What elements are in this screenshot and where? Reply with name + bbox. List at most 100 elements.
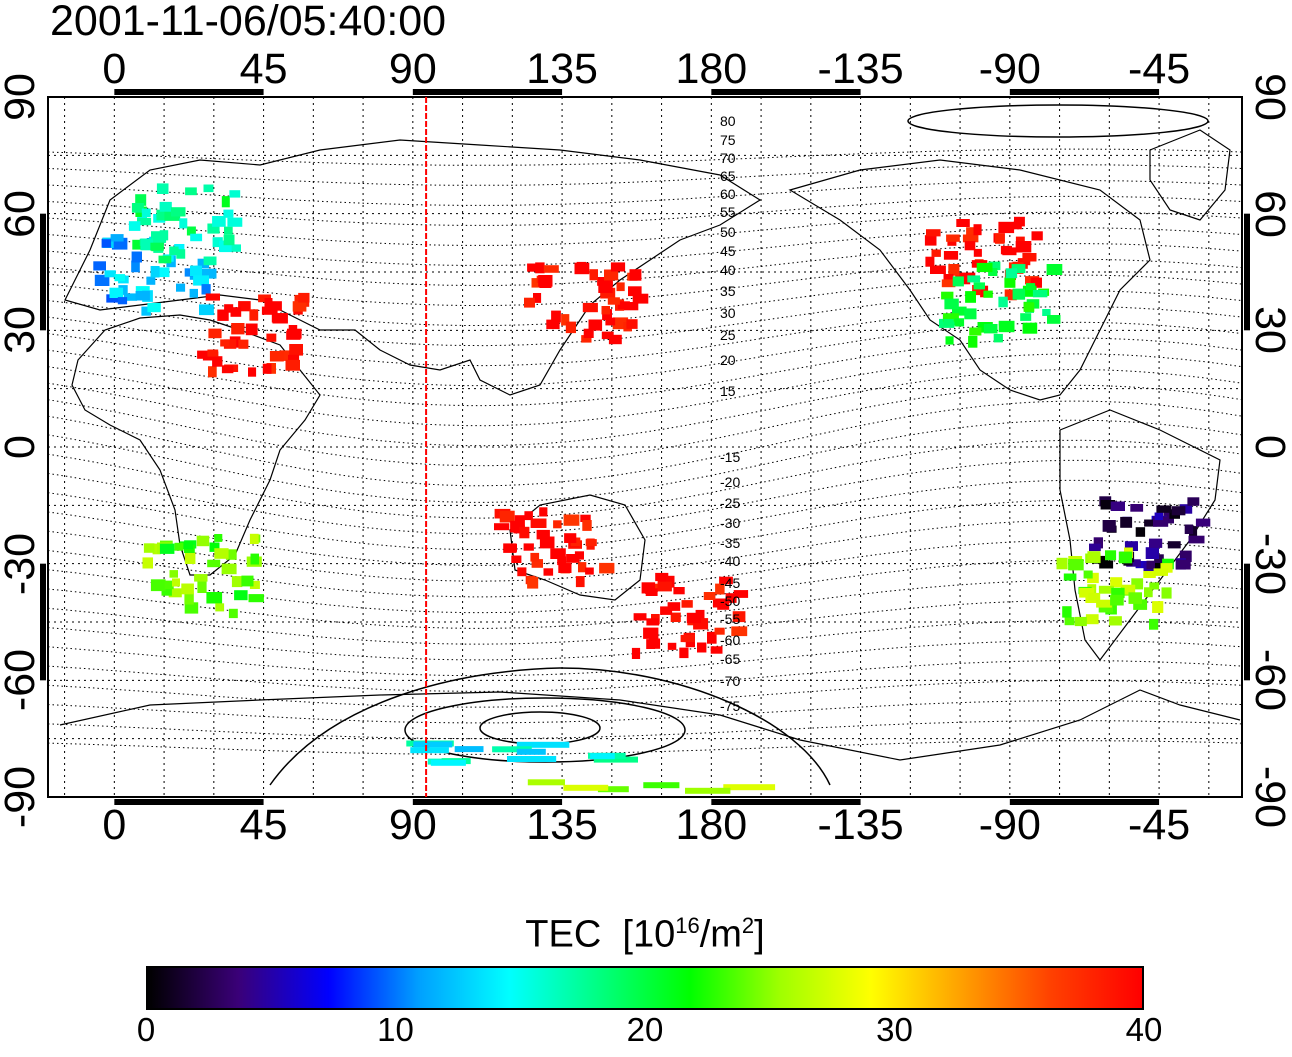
tec-observation — [106, 294, 122, 303]
tec-observation — [1143, 571, 1156, 578]
tec-observation — [965, 291, 976, 303]
tec-observation — [1121, 584, 1136, 595]
tec-observation — [159, 201, 172, 212]
tec-observation — [159, 230, 169, 241]
tec-observation — [141, 208, 151, 218]
tec-observation — [248, 367, 257, 377]
tec-observation — [536, 529, 550, 540]
tec-observation — [645, 588, 658, 596]
tec-observation — [601, 331, 614, 340]
tec-observation — [1152, 601, 1164, 613]
tec-observation — [983, 290, 993, 298]
tec-observation — [93, 261, 106, 271]
frame-tick-bar-bottom — [1009, 799, 1160, 805]
tec-observation — [208, 328, 222, 339]
magnetic-latitude-label: 80 — [720, 113, 736, 129]
tec-observation — [667, 642, 677, 650]
tec-observation — [655, 572, 669, 582]
tec-observation — [231, 323, 245, 335]
colorbar-tick-label: 20 — [626, 1011, 664, 1048]
tec-observation — [1110, 501, 1125, 511]
tec-observation — [930, 265, 946, 274]
tec-observation — [511, 555, 522, 563]
tec-observation — [714, 627, 725, 635]
tec-observation — [197, 581, 207, 593]
tec-observation — [1179, 550, 1192, 562]
tec-observation — [1012, 288, 1026, 300]
tec-observation — [159, 543, 175, 554]
tec-observation — [995, 233, 1005, 244]
tec-observation — [1110, 577, 1123, 588]
colorbar-unit-mid: /m — [699, 913, 742, 956]
tec-observation — [135, 194, 147, 206]
magnetic-latitude-label: 25 — [720, 327, 736, 343]
tec-observation — [221, 563, 237, 575]
lon-tick-label-top: -45 — [1128, 45, 1191, 93]
tec-observation — [1087, 572, 1099, 584]
tec-observation — [223, 339, 237, 349]
tec-observation — [413, 741, 453, 748]
magnetic-latitude-label: -70 — [720, 673, 740, 689]
tec-observation — [227, 217, 243, 227]
lon-tick-label-top: 0 — [102, 45, 127, 93]
tec-observation — [185, 187, 197, 196]
lon-tick-label-bottom: 90 — [388, 801, 437, 849]
colorbar-quantity: TEC — [525, 913, 602, 956]
tec-observation — [685, 787, 731, 794]
frame-tick-bar-left — [40, 213, 46, 331]
tec-observation — [214, 534, 223, 542]
magnetic-latitude-label: -60 — [720, 632, 740, 648]
tec-observation — [988, 268, 998, 276]
tec-observation — [1013, 220, 1022, 230]
tec-observation — [1102, 520, 1116, 532]
tec-observation — [245, 323, 258, 336]
tec-observation — [1093, 537, 1103, 549]
tec-observation — [1099, 560, 1114, 569]
tec-observation — [643, 627, 659, 639]
colorbar-tick-label: 0 — [136, 1011, 156, 1048]
tec-observation — [212, 216, 226, 227]
tec-observation — [599, 562, 615, 574]
lon-tick-label-bottom: 135 — [526, 801, 598, 849]
tec-observation — [507, 756, 557, 762]
tec-observation — [597, 277, 613, 286]
tec-observation — [533, 293, 542, 303]
tec-observation — [527, 779, 565, 786]
tec-observation — [925, 256, 935, 267]
tec-observation — [550, 548, 566, 559]
tec-observation — [1149, 538, 1163, 548]
tec-observation — [110, 234, 124, 242]
tec-observation — [1032, 290, 1048, 298]
tec-observation — [519, 526, 530, 539]
tec-observation — [956, 219, 970, 227]
tec-observation — [1144, 519, 1158, 527]
tec-observation — [983, 324, 998, 334]
tec-observation — [94, 274, 110, 286]
magnetic-latitude-curve — [47, 353, 1243, 427]
tec-observation — [109, 287, 124, 298]
tec-observation — [248, 594, 264, 603]
tec-observation — [206, 592, 223, 604]
tec-observation — [201, 268, 217, 279]
tec-observation — [605, 317, 616, 326]
tec-observation — [1020, 313, 1032, 321]
tec-observation — [582, 520, 592, 531]
tec-observation — [249, 533, 259, 544]
tec-observation — [581, 335, 592, 343]
tec-observation — [169, 570, 178, 578]
magnetic-latitude-curve — [47, 720, 1243, 740]
colorbar-unit-prefix: [10 — [622, 913, 676, 956]
tec-observation — [158, 255, 172, 264]
tec-observation — [646, 618, 660, 626]
tec-observation — [631, 647, 641, 659]
tec-observation — [945, 336, 954, 345]
tec-observation — [697, 642, 707, 653]
tec-observation — [197, 350, 209, 359]
tec-observation — [1126, 559, 1141, 567]
tec-observation — [524, 297, 535, 308]
frame-tick-bar-bottom — [711, 799, 861, 805]
tec-observation — [926, 229, 941, 237]
tec-observation — [924, 235, 937, 246]
tec-observation — [725, 593, 737, 603]
lon-tick-label-top: -135 — [817, 45, 904, 93]
